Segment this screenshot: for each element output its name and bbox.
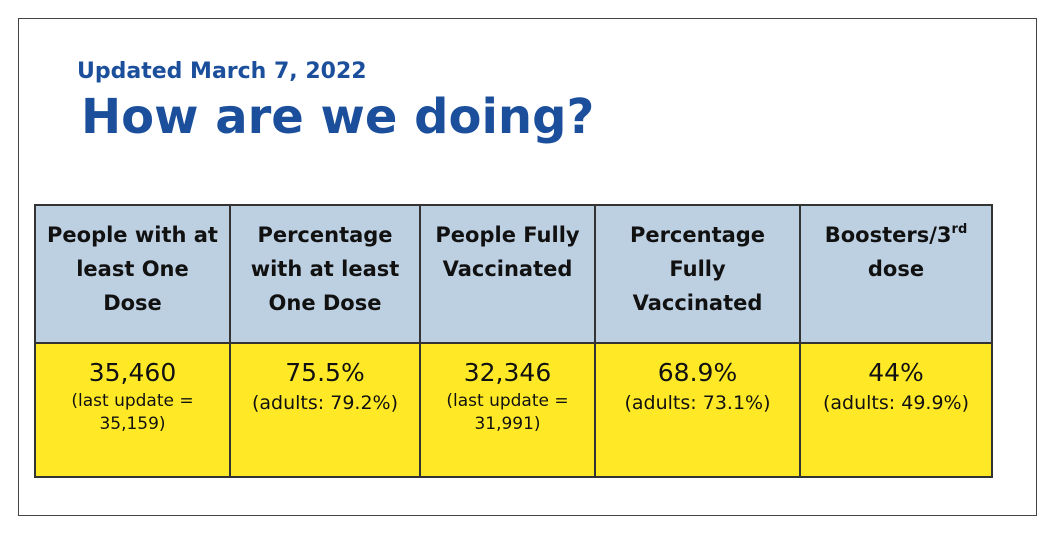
value-people-fully-vaccinated: 32,346 xyxy=(463,358,552,387)
cell-people-one-dose: 35,460 (last update = 35,159) xyxy=(34,342,231,478)
updated-date: Updated March 7, 2022 xyxy=(77,59,367,84)
header-boosters-sup: rd xyxy=(951,222,968,237)
cell-percentage-fully-vaccinated: 68.9% (adults: 73.1%) xyxy=(594,342,801,478)
header-people-one-dose: People with at least One Dose xyxy=(34,204,231,344)
note-people-fully-vaccinated: (last update = 31,991) xyxy=(446,391,569,434)
note-people-one-dose: (last update = 35,159) xyxy=(71,391,194,434)
cell-boosters: 44% (adults: 49.9%) xyxy=(799,342,993,478)
header-boosters-after: dose xyxy=(867,257,925,281)
value-percentage-one-dose: 75.5% xyxy=(285,358,365,387)
header-percentage-fully-vaccinated: Percentage Fully Vaccinated xyxy=(594,204,801,344)
slide: Updated March 7, 2022 How are we doing? … xyxy=(18,18,1037,516)
note-percentage-one-dose: (adults: 79.2%) xyxy=(252,392,398,414)
note-boosters: (adults: 49.9%) xyxy=(823,392,969,414)
note-percentage-fully-vaccinated: (adults: 73.1%) xyxy=(624,392,771,414)
cell-people-fully-vaccinated: 32,346 (last update = 31,991) xyxy=(419,342,596,478)
value-people-one-dose: 35,460 xyxy=(88,358,177,387)
value-boosters: 44% xyxy=(868,358,924,387)
header-percentage-one-dose: Percentage with at least One Dose xyxy=(229,204,421,344)
header-row: People with at least One Dose Percentage… xyxy=(34,204,993,344)
header-boosters-label: Boosters/3 xyxy=(824,223,952,247)
cell-percentage-one-dose: 75.5% (adults: 79.2%) xyxy=(229,342,421,478)
header-people-fully-vaccinated: People Fully Vaccinated xyxy=(419,204,596,344)
header-boosters: Boosters/3rd dose xyxy=(799,204,993,344)
value-percentage-fully-vaccinated: 68.9% xyxy=(657,358,738,387)
value-row: 35,460 (last update = 35,159) 75.5% (adu… xyxy=(34,342,993,478)
page-title: How are we doing? xyxy=(81,89,595,145)
vaccination-stats-table: People with at least One Dose Percentage… xyxy=(34,204,993,478)
